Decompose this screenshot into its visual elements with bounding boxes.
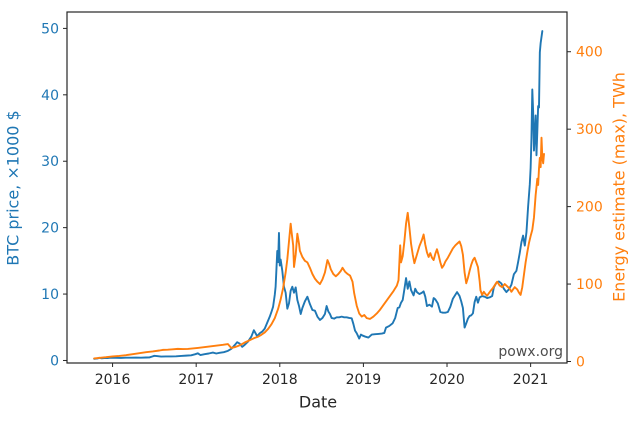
x-tick-label: 2020 — [429, 372, 465, 388]
left-y-tick-label: 0 — [50, 353, 59, 369]
right-y-axis-label: Energy estimate (max), TWh — [609, 72, 629, 302]
left-y-tick-label: 50 — [41, 21, 59, 37]
x-tick-label: 2018 — [262, 372, 298, 388]
x-tick-label: 2017 — [178, 372, 214, 388]
left-y-axis-label: BTC price, ×1000 $ — [3, 110, 23, 266]
x-tick-label: 2016 — [95, 372, 131, 388]
right-y-tick-label: 0 — [576, 354, 585, 370]
right-y-tick-label: 100 — [576, 277, 603, 293]
right-y-tick-label: 400 — [576, 45, 603, 61]
left-y-tick-label: 40 — [41, 88, 59, 104]
x-tick-label: 2021 — [513, 372, 549, 388]
left-y-tick-label: 20 — [41, 221, 59, 237]
x-tick-label: 2019 — [346, 372, 382, 388]
left-y-tick-label: 30 — [41, 154, 59, 170]
right-y-tick-label: 300 — [576, 122, 603, 138]
x-axis-label: Date — [298, 392, 338, 412]
watermark-text: powx.org — [498, 344, 563, 360]
left-y-tick-label: 10 — [41, 287, 59, 303]
energy-estimate-line — [93, 136, 545, 360]
plot-border — [66, 11, 568, 364]
right-y-tick-label: 200 — [576, 200, 603, 216]
btc-price-line — [93, 30, 544, 360]
